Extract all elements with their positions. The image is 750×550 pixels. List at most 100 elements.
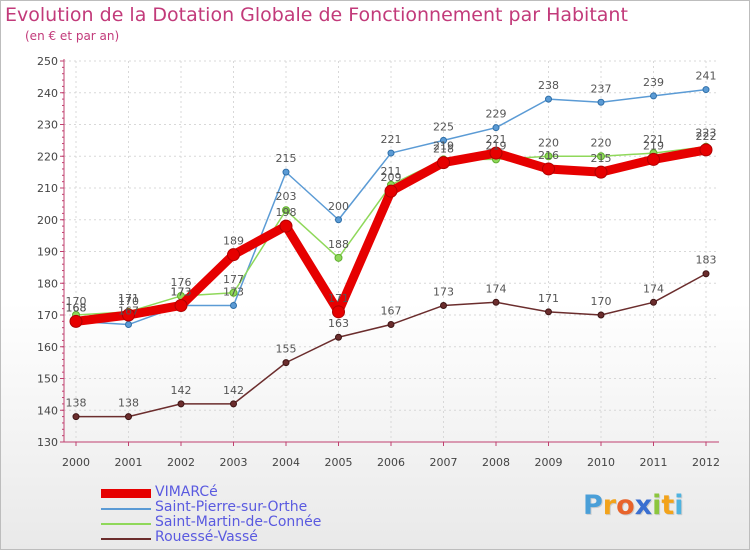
data-label: 176 <box>171 276 192 289</box>
chart-title: Evolution de la Dotation Globale de Fonc… <box>5 4 628 26</box>
data-label: 170 <box>66 295 87 308</box>
data-label: 219 <box>486 139 507 152</box>
series-point <box>650 298 657 306</box>
data-label: 174 <box>643 282 664 295</box>
series-point <box>334 253 343 262</box>
series-point <box>335 216 342 224</box>
series-point <box>542 162 555 176</box>
data-label: 173 <box>171 285 192 298</box>
series-point <box>227 248 240 262</box>
data-label: 142 <box>223 384 244 397</box>
x-tick-label: 2001 <box>115 456 143 469</box>
legend-swatch <box>101 538 151 540</box>
series-point <box>384 184 398 198</box>
series-point <box>597 152 605 161</box>
data-label: 221 <box>643 133 664 146</box>
series-point <box>594 165 608 179</box>
x-tick-label: 2005 <box>325 456 353 469</box>
data-label: 237 <box>591 82 612 95</box>
y-tick-label: 200 <box>37 214 58 227</box>
series-point <box>230 301 237 309</box>
series-point <box>440 136 447 144</box>
data-label: 221 <box>381 133 402 146</box>
y-tick-label: 230 <box>37 119 58 132</box>
data-label: 238 <box>538 79 559 92</box>
series-point <box>489 146 503 160</box>
data-label: 222 <box>696 130 717 143</box>
series-point <box>282 168 290 176</box>
series-point <box>332 305 345 319</box>
series-point <box>597 311 605 319</box>
data-label: 168 <box>66 301 87 314</box>
series-point <box>174 298 188 312</box>
y-tick-label: 160 <box>37 341 58 354</box>
y-tick-label: 240 <box>37 87 58 100</box>
x-tick-label: 2000 <box>62 456 90 469</box>
series-point <box>282 359 290 367</box>
data-label: 170 <box>118 295 139 308</box>
x-tick-label: 2002 <box>167 456 195 469</box>
series-point <box>387 321 395 329</box>
series-point <box>125 321 132 329</box>
y-tick-label: 220 <box>37 150 58 163</box>
data-label: 155 <box>276 343 297 356</box>
y-tick-label: 140 <box>37 404 58 417</box>
data-label: 200 <box>328 200 349 213</box>
y-tick-label: 210 <box>37 182 58 195</box>
data-label: 168 <box>66 301 87 314</box>
data-label: 170 <box>591 295 612 308</box>
y-tick-label: 180 <box>37 277 58 290</box>
legend-swatch <box>101 489 151 498</box>
data-label: 177 <box>223 273 244 286</box>
legend-swatch <box>101 523 151 525</box>
series-point <box>702 270 710 278</box>
data-label: 220 <box>538 136 559 149</box>
data-label: 220 <box>591 136 612 149</box>
data-label: 209 <box>381 171 402 184</box>
series-point <box>230 400 237 408</box>
y-tick-label: 170 <box>37 309 58 322</box>
data-label: 173 <box>433 285 454 298</box>
chart-subtitle: (en € et par an) <box>25 29 120 43</box>
x-tick-label: 2011 <box>640 456 668 469</box>
data-label: 138 <box>66 397 87 410</box>
x-tick-label: 2009 <box>535 456 563 469</box>
series-point <box>702 86 710 94</box>
series-point <box>72 413 80 421</box>
y-tick-label: 190 <box>37 246 58 259</box>
data-label: 138 <box>118 397 139 410</box>
y-tick-label: 250 <box>37 55 58 68</box>
data-label: 167 <box>118 305 139 318</box>
legend-label: Saint-Martin-de-Connée <box>155 514 322 530</box>
data-label: 198 <box>276 206 297 219</box>
x-tick-label: 2007 <box>430 456 458 469</box>
data-label: 225 <box>433 120 454 133</box>
series-point <box>229 288 238 297</box>
series-point <box>177 400 185 408</box>
data-label: 171 <box>538 292 559 305</box>
legend-label: Saint-Pierre-sur-Orthe <box>155 499 308 515</box>
data-label: 163 <box>328 317 349 330</box>
y-tick-label: 130 <box>37 436 58 449</box>
series-point <box>650 92 657 100</box>
x-tick-label: 2004 <box>272 456 300 469</box>
series-point <box>335 333 342 341</box>
data-label: 219 <box>433 139 454 152</box>
data-label: 171 <box>328 292 349 305</box>
series-point <box>125 413 132 421</box>
data-label: 203 <box>276 190 297 203</box>
data-label: 173 <box>223 285 244 298</box>
series-point <box>545 95 552 103</box>
data-label: 174 <box>486 282 507 295</box>
data-label: 216 <box>538 149 559 162</box>
data-label: 229 <box>486 108 507 121</box>
series-point <box>69 314 83 328</box>
series-point <box>492 124 500 132</box>
series-point <box>647 152 660 166</box>
data-label: 173 <box>171 285 192 298</box>
data-label: 215 <box>276 152 297 165</box>
data-label: 218 <box>433 143 454 156</box>
x-tick-label: 2012 <box>692 456 720 469</box>
data-label: 221 <box>486 133 507 146</box>
legend-swatch <box>101 508 151 510</box>
